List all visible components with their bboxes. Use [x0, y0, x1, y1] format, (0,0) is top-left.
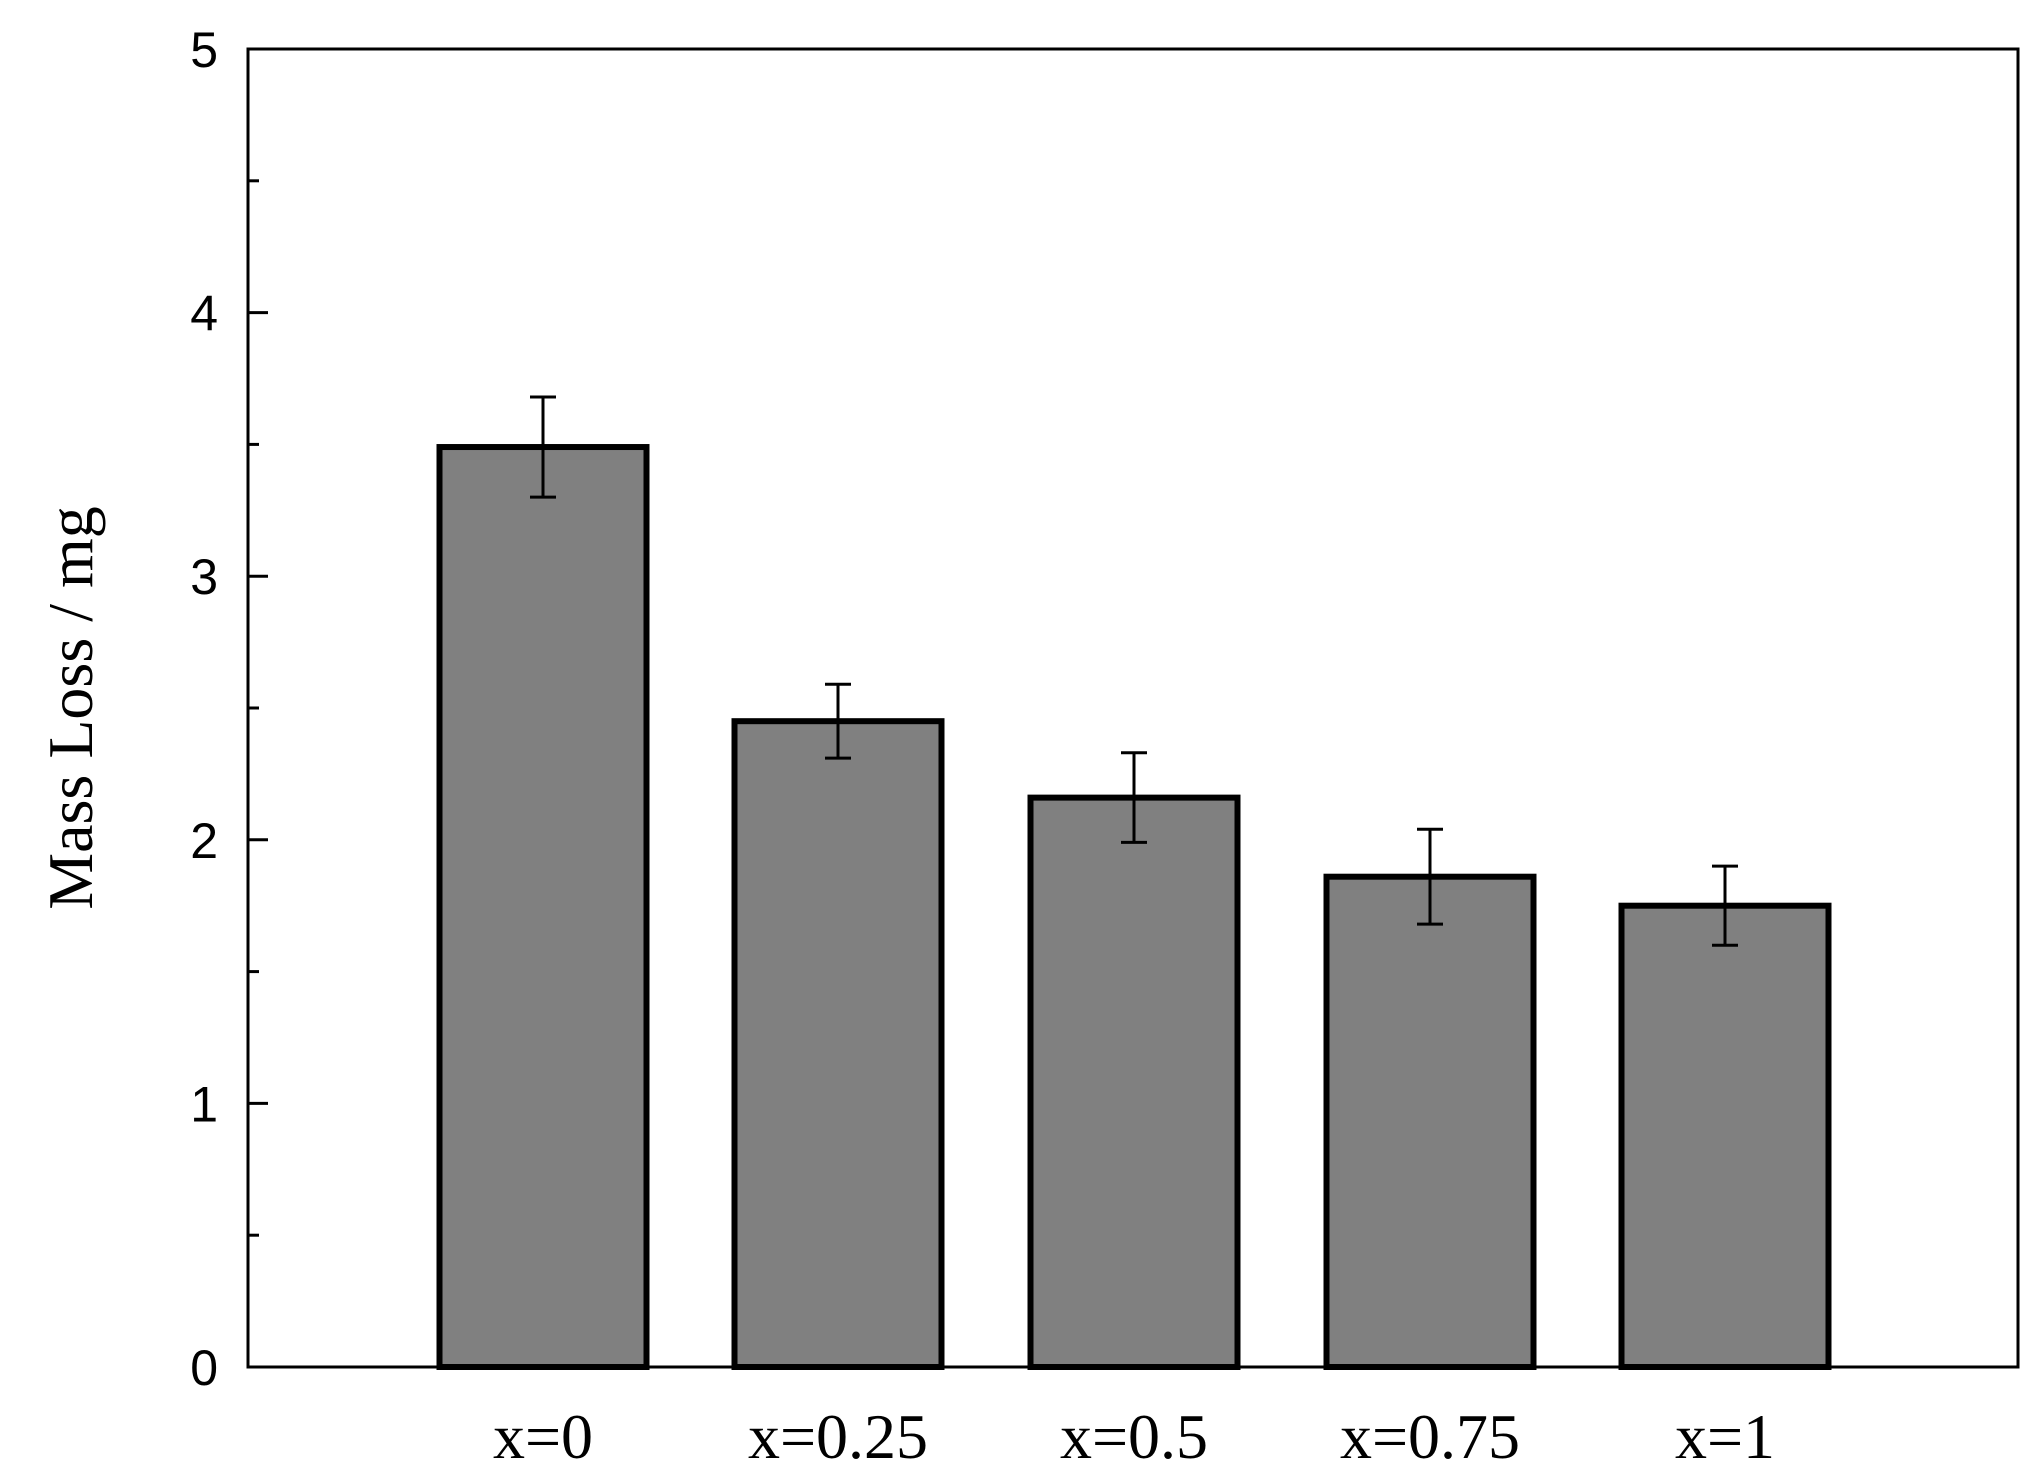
y-tick-label-0: 0 [190, 1340, 218, 1396]
x-category-label-0: x=0 [493, 1401, 593, 1472]
x-category-label-3: x=0.75 [1340, 1401, 1520, 1472]
x-category-label-1: x=0.25 [748, 1401, 928, 1472]
bar-2 [1027, 794, 1241, 1370]
x-axis-category-labels: x=0 x=0.25 x=0.5 x=0.75 x=1 [493, 1401, 1775, 1472]
y-tick-label-5: 5 [190, 22, 218, 78]
x-category-label-2: x=0.5 [1060, 1401, 1208, 1472]
error-bars-layer [530, 395, 1738, 947]
y-axis-tick-labels: 0 1 2 3 4 5 [190, 22, 218, 1396]
bar-1 [731, 718, 945, 1370]
bar-4 [1618, 902, 1832, 1370]
bar-3 [1323, 873, 1537, 1370]
bars-layer [436, 444, 1832, 1370]
bar-0 [436, 444, 650, 1370]
y-tick-label-3: 3 [190, 549, 218, 605]
y-axis-ticks [248, 179, 268, 1237]
y-tick-label-2: 2 [190, 813, 218, 869]
y-tick-label-1: 1 [190, 1076, 218, 1132]
y-tick-label-4: 4 [190, 286, 218, 342]
x-category-label-4: x=1 [1675, 1401, 1775, 1472]
y-axis-title: Mass Loss / mg [35, 506, 106, 910]
